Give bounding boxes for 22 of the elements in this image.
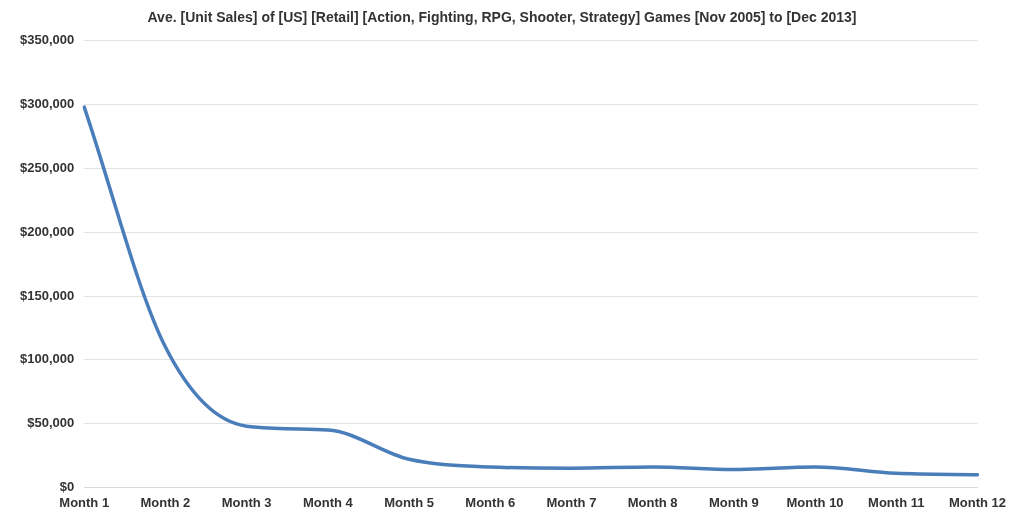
y-tick-label: $350,000 bbox=[19, 32, 75, 48]
y-tick-label: $0 bbox=[59, 478, 75, 494]
x-tick-label: Month 2 bbox=[140, 494, 191, 510]
x-tick-label: Month 12 bbox=[948, 494, 1006, 510]
x-tick-label: Month 11 bbox=[868, 494, 925, 510]
x-tick-label: Month 5 bbox=[384, 494, 434, 510]
chart-title: Ave. [Unit Sales] of [US] [Retail] [Action, Fighting, RPG, Shooter, Strategy] Games [Nov 2005] to [Dec 2013] bbox=[147, 9, 857, 26]
y-tick-label: $250,000 bbox=[19, 159, 75, 175]
line-series bbox=[82, 105, 980, 477]
x-tick-label: Month 3 bbox=[221, 494, 272, 510]
x-tick-label: Month 9 bbox=[708, 494, 759, 510]
x-tick-label: Month 4 bbox=[302, 494, 354, 510]
y-tick-label: $50,000 bbox=[27, 415, 75, 431]
x-tick-label: Month 7 bbox=[546, 494, 597, 510]
y-tick-label: $300,000 bbox=[19, 96, 75, 112]
y-tick-label: $150,000 bbox=[19, 287, 75, 303]
x-tick-label: Month 6 bbox=[465, 494, 516, 510]
x-tick-label: Month 8 bbox=[627, 494, 678, 510]
x-tick-label: Month 10 bbox=[786, 494, 844, 510]
y-tick-label: $100,000 bbox=[19, 351, 75, 367]
x-tick-label: Month 1 bbox=[59, 494, 110, 510]
y-tick-label: $200,000 bbox=[19, 223, 75, 239]
